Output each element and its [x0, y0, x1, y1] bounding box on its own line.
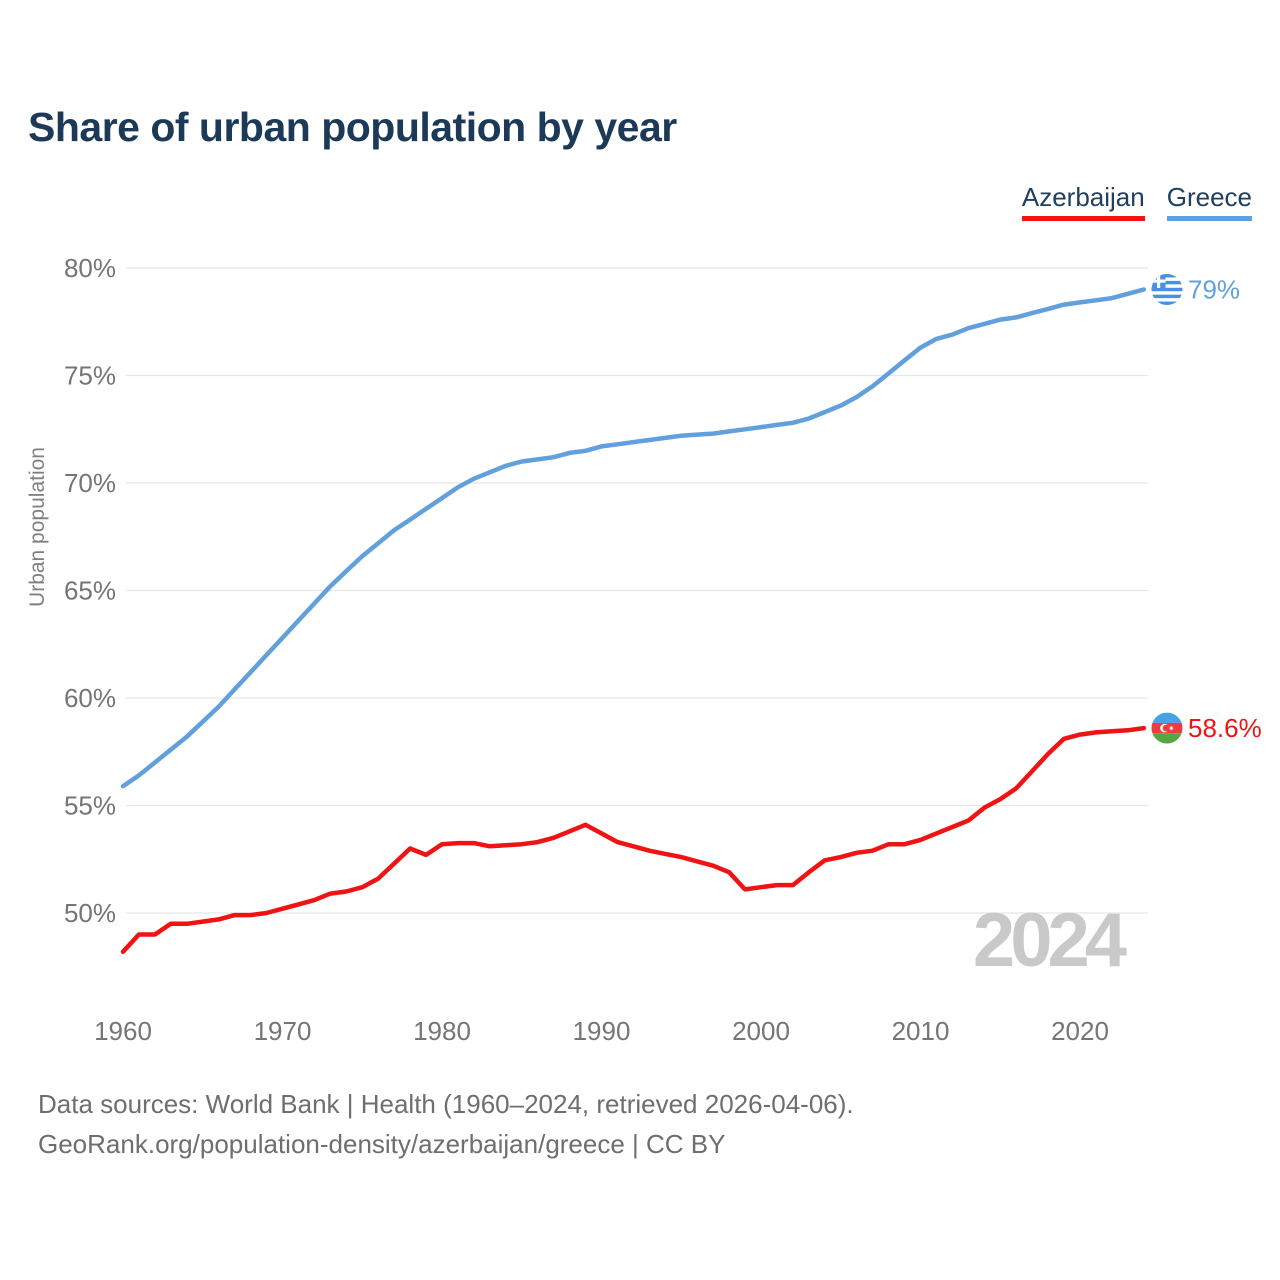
series-end-markers: 58.6% 79% [1151, 274, 1262, 744]
footer-attribution: GeoRank.org/population-density/azerbaija… [38, 1129, 726, 1159]
series-line-azerbaijan[interactable] [120, 725, 1147, 954]
legend-label-greece: Greece [1166, 182, 1252, 212]
y-tick-label: 70% [64, 468, 116, 498]
series-line-greece[interactable] [120, 287, 1147, 789]
footer: Data sources: World Bank | Health (1960–… [38, 1084, 854, 1164]
series-lines [120, 287, 1147, 954]
x-tick-label: 2000 [732, 1016, 790, 1046]
x-tick-label: 1980 [413, 1016, 471, 1046]
y-tick-label: 75% [64, 361, 116, 391]
legend-item-greece[interactable]: Greece [1166, 182, 1252, 221]
y-axis-tick-labels: 50% 55% 60% 65% 70% 75% 80% [64, 253, 116, 928]
legend: Azerbaijan Greece [1021, 182, 1252, 221]
greece-flag-icon [1151, 274, 1183, 305]
legend-label-azerbaijan: Azerbaijan [1021, 182, 1145, 212]
x-tick-label: 1970 [254, 1016, 312, 1046]
legend-item-azerbaijan[interactable]: Azerbaijan [1021, 182, 1145, 221]
x-tick-label: 2010 [892, 1016, 950, 1046]
y-tick-label: 65% [64, 576, 116, 606]
y-axis-title: Urban population [26, 447, 49, 607]
y-tick-label: 80% [64, 253, 116, 283]
x-tick-label: 1960 [94, 1016, 152, 1046]
y-tick-label: 60% [64, 683, 116, 713]
y-tick-label: 55% [64, 791, 116, 821]
gridlines [126, 267, 1148, 914]
x-axis-tick-labels: 1960 1970 1980 1990 2000 2010 2020 [94, 1016, 1109, 1046]
series-end-value-greece: 79% [1188, 275, 1240, 305]
x-tick-label: 2020 [1051, 1016, 1109, 1046]
azerbaijan-flag-icon [1151, 712, 1183, 744]
series-end-value-azerbaijan: 58.6% [1188, 713, 1262, 743]
page-title: Share of urban population by year [28, 104, 677, 150]
x-tick-label: 1990 [573, 1016, 631, 1046]
y-tick-label: 50% [64, 898, 116, 928]
watermark-year: 2024 [973, 898, 1127, 983]
footer-data-sources: Data sources: World Bank | Health (1960–… [38, 1089, 854, 1119]
